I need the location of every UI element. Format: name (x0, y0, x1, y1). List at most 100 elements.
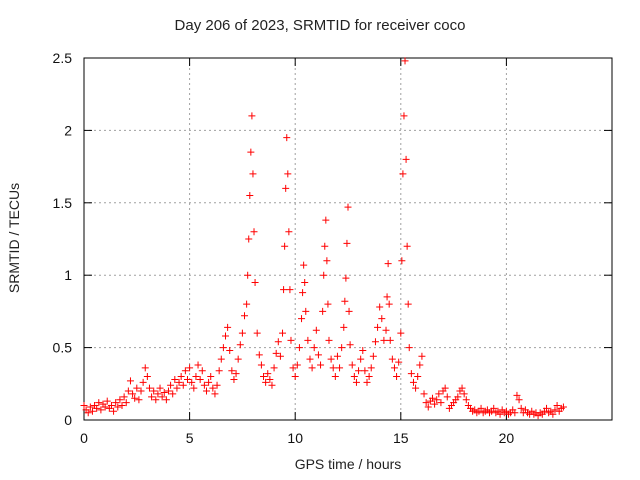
data-point (380, 336, 388, 344)
data-point (279, 329, 287, 337)
data-point (211, 390, 219, 398)
data-point (286, 286, 294, 294)
y-tick-label: 0.5 (53, 340, 73, 356)
data-point (363, 378, 371, 386)
data-point (321, 242, 329, 250)
data-point (255, 351, 263, 359)
y-tick-label: 2.5 (53, 50, 73, 66)
data-point (228, 367, 236, 375)
data-point (244, 271, 252, 279)
data-point (308, 364, 316, 372)
data-point (352, 378, 360, 386)
data-point (164, 387, 172, 395)
data-point (148, 393, 156, 401)
data-point (338, 344, 346, 352)
data-point (101, 403, 109, 411)
data-point (122, 399, 130, 407)
data-point (336, 364, 344, 372)
data-point (249, 170, 257, 178)
data-point (346, 341, 354, 349)
data-point (422, 399, 430, 407)
data-point (116, 396, 124, 404)
data-point (133, 384, 141, 392)
data-point (295, 344, 303, 352)
data-point (416, 361, 424, 369)
data-point (248, 112, 256, 120)
data-point (285, 228, 293, 236)
data-point (437, 399, 445, 407)
data-point (397, 329, 405, 337)
data-point (298, 315, 306, 323)
data-point (517, 404, 525, 412)
data-point (257, 361, 265, 369)
data-point (549, 410, 557, 418)
data-point (86, 403, 94, 411)
data-point (414, 373, 422, 381)
data-point (188, 378, 196, 386)
data-point (312, 326, 320, 334)
data-point (282, 184, 290, 192)
data-point (196, 375, 204, 383)
data-point (412, 384, 420, 392)
data-point (342, 274, 350, 282)
data-point (327, 355, 335, 363)
x-tick-label: 15 (393, 430, 409, 446)
data-point (266, 375, 274, 383)
y-axis-label: SRMTID / TECUs (6, 182, 22, 294)
data-point (272, 349, 280, 357)
data-point (291, 373, 299, 381)
data-point (97, 406, 105, 414)
y-tick-label: 2 (64, 122, 72, 138)
y-tick-label: 0 (64, 412, 72, 428)
data-point (222, 332, 230, 340)
data-point (88, 407, 96, 415)
data-point (143, 373, 151, 381)
data-point (262, 378, 270, 386)
data-point (460, 390, 468, 398)
data-point (299, 289, 307, 297)
data-points (80, 57, 567, 420)
data-point (158, 393, 166, 401)
data-point (383, 293, 391, 301)
data-point (198, 367, 206, 375)
data-point (443, 393, 451, 401)
data-point (374, 323, 382, 331)
data-point (300, 261, 308, 269)
data-point (152, 396, 160, 404)
data-point (345, 307, 353, 315)
data-point (331, 373, 339, 381)
data-point (107, 402, 115, 410)
data-point (306, 355, 314, 363)
data-point (357, 355, 365, 363)
data-point (435, 390, 443, 398)
data-point (238, 329, 246, 337)
data-point (361, 367, 369, 375)
data-point (93, 404, 101, 412)
data-point (177, 373, 185, 381)
data-point (490, 404, 498, 412)
x-axis-label: GPS time / hours (294, 456, 402, 472)
data-point (129, 390, 137, 398)
data-point (324, 300, 332, 308)
data-point (350, 373, 358, 381)
data-point (405, 344, 413, 352)
data-point (264, 370, 272, 378)
data-point (424, 403, 432, 411)
data-point (395, 358, 403, 366)
y-tick-label: 1 (64, 267, 72, 283)
data-point (154, 390, 162, 398)
data-point (365, 373, 373, 381)
data-point (253, 329, 261, 337)
data-point (359, 346, 367, 354)
data-point (293, 361, 301, 369)
data-point (496, 410, 504, 418)
data-point (95, 399, 103, 407)
data-point (246, 192, 254, 200)
data-point (183, 375, 191, 383)
data-point (270, 364, 278, 372)
data-point (234, 355, 242, 363)
x-tick-label: 0 (80, 430, 88, 446)
data-point (384, 260, 392, 268)
data-point (250, 228, 258, 236)
data-point (84, 409, 92, 417)
